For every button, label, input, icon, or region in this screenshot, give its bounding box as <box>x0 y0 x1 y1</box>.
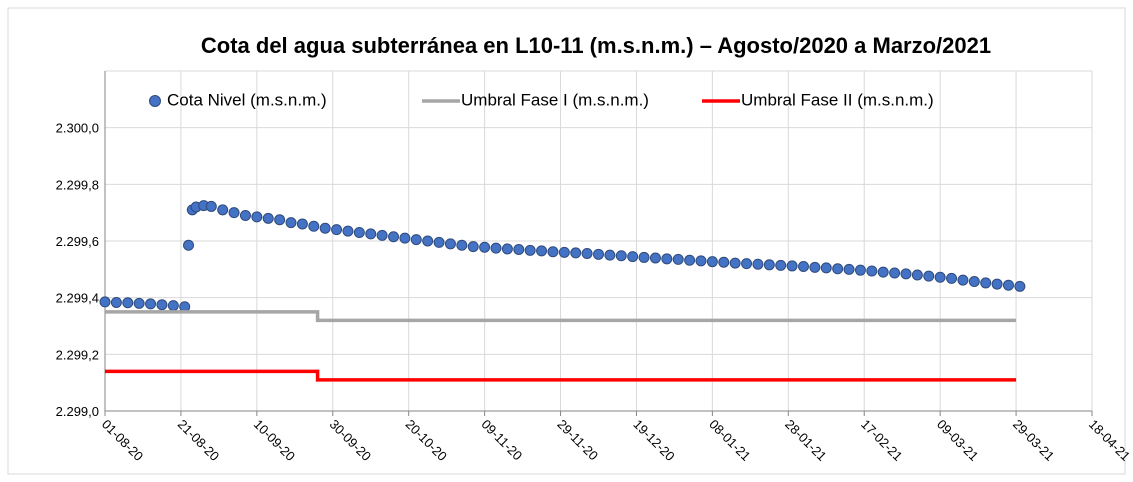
data-point <box>718 256 730 268</box>
data-point <box>752 258 764 270</box>
y-tick-label: 2.299,4 <box>56 291 99 306</box>
data-point <box>467 241 479 253</box>
legend-label: Umbral Fase I (m.s.n.m.) <box>461 90 649 109</box>
data-point <box>775 259 787 271</box>
y-tick-label: 2.299,6 <box>56 234 99 249</box>
data-point <box>581 247 593 259</box>
data-point <box>262 212 274 224</box>
y-tick-label: 2.300,0 <box>56 121 99 136</box>
data-point <box>156 299 168 311</box>
data-point <box>1002 279 1014 291</box>
y-tick-label: 2.299,0 <box>56 404 99 419</box>
data-point <box>968 276 980 288</box>
data-point <box>365 228 377 240</box>
data-point <box>422 235 434 247</box>
legend-label: Cota Nivel (m.s.n.m.) <box>167 90 327 109</box>
data-point <box>809 261 821 273</box>
data-point <box>661 253 673 265</box>
data-point <box>684 254 696 266</box>
data-point <box>843 263 855 275</box>
data-point <box>786 260 798 272</box>
legend-marker <box>149 95 161 107</box>
data-point <box>251 211 263 223</box>
data-point <box>399 232 411 244</box>
data-point <box>706 256 718 268</box>
data-point <box>513 244 525 255</box>
data-point <box>167 300 179 312</box>
data-point <box>110 296 122 308</box>
data-point <box>274 214 286 226</box>
data-point <box>854 264 866 276</box>
data-point <box>797 261 809 272</box>
data-point <box>331 224 343 236</box>
data-point <box>695 255 707 267</box>
data-point <box>957 274 969 286</box>
data-point <box>433 236 445 248</box>
data-point <box>889 267 901 279</box>
data-point <box>649 252 661 264</box>
data-point <box>923 270 935 282</box>
y-tick-label: 2.299,8 <box>56 177 99 192</box>
data-point <box>1014 280 1026 292</box>
data-point <box>729 257 741 269</box>
data-point <box>604 249 616 261</box>
data-point <box>217 204 229 216</box>
data-point <box>388 231 400 243</box>
data-point <box>239 210 251 221</box>
data-point <box>911 269 923 281</box>
data-point <box>456 239 468 251</box>
data-point <box>547 246 559 258</box>
data-point <box>627 251 639 263</box>
data-point <box>638 251 650 263</box>
threshold-line <box>105 310 1017 323</box>
data-point <box>832 263 844 275</box>
data-point <box>410 234 422 246</box>
data-point <box>285 217 297 229</box>
data-point <box>900 268 912 280</box>
data-point <box>570 247 582 259</box>
data-point <box>877 266 889 278</box>
data-point <box>342 225 354 237</box>
chart-title: Cota del agua subterránea en L10-11 (m.s… <box>201 33 991 58</box>
legend-label: Umbral Fase II (m.s.n.m.) <box>741 90 934 109</box>
data-point <box>866 265 878 277</box>
data-point <box>615 250 627 262</box>
data-point <box>133 297 145 309</box>
data-point <box>444 238 456 250</box>
data-point <box>308 220 320 232</box>
data-point <box>376 229 388 241</box>
data-point <box>228 207 240 219</box>
data-point <box>536 245 548 257</box>
data-point <box>122 297 134 309</box>
threshold-line <box>105 369 1017 382</box>
data-point <box>205 200 217 212</box>
y-tick-label: 2.299,2 <box>56 347 99 362</box>
data-point <box>145 298 157 310</box>
data-point <box>296 218 308 230</box>
data-point <box>479 241 491 253</box>
data-point <box>741 258 753 270</box>
data-point <box>490 242 502 254</box>
data-point <box>980 277 992 289</box>
data-point <box>353 227 365 238</box>
data-point <box>991 278 1003 290</box>
data-point <box>820 262 832 274</box>
data-point <box>558 246 570 258</box>
data-point <box>934 271 946 283</box>
data-point <box>946 272 958 284</box>
data-point <box>319 222 331 234</box>
data-point <box>501 243 513 255</box>
data-point <box>763 259 775 271</box>
data-point <box>593 248 604 260</box>
data-point <box>524 244 536 256</box>
data-point <box>183 239 195 251</box>
data-point <box>672 253 684 265</box>
data-point <box>99 296 111 308</box>
